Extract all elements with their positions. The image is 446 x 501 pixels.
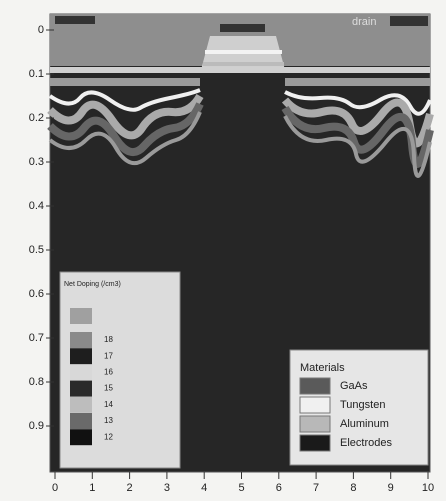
legend-swatch (70, 429, 92, 445)
legend-label: 13 (104, 416, 113, 425)
x-tick-label: 1 (89, 482, 95, 494)
legend-label: 14 (104, 400, 113, 409)
x-tick-label: 7 (313, 482, 319, 494)
legend-label: 18 (104, 335, 113, 344)
legend-label: GaAs (340, 380, 368, 392)
annotation: drain (352, 16, 376, 28)
legend-label: 15 (104, 384, 113, 393)
legend-label: Tungsten (340, 399, 385, 411)
legend-label: Aluminum (340, 418, 389, 430)
legend-swatch (70, 308, 92, 324)
chart: Net Doping (/cm3) Materials drain 0 0.1 0.… (0, 0, 446, 501)
legend-label: 17 (104, 351, 113, 360)
y-tick-label: 0.7 (29, 332, 44, 344)
legend-swatch (70, 348, 92, 364)
y-tick-label: 0.3 (29, 156, 44, 168)
y-tick-label: 0 (38, 24, 44, 36)
y-tick-label: 0.2 (29, 112, 44, 124)
x-tick-label: 0 (52, 482, 58, 494)
legend-swatch (70, 332, 92, 348)
legend-label: 12 (104, 432, 113, 441)
legend-swatch (300, 378, 330, 394)
y-tick-label: 0.5 (29, 244, 44, 256)
legend-swatch (70, 397, 92, 413)
x-tick-label: 4 (201, 482, 207, 494)
y-tick-label: 0.6 (29, 288, 44, 300)
legend-title: Materials (300, 362, 345, 374)
legend-swatch (300, 416, 330, 432)
legend-swatch (70, 364, 92, 380)
legend-title: Net Doping (/cm3) (64, 281, 121, 288)
legend-swatch (70, 381, 92, 397)
legend-swatch (300, 435, 330, 451)
x-tick-label: 10 (422, 482, 434, 494)
x-tick-label: 8 (350, 482, 356, 494)
legend-label: 16 (104, 368, 113, 377)
x-tick-label: 5 (238, 482, 244, 494)
y-tick-label: 0.9 (29, 420, 44, 432)
legend-label: Electrodes (340, 437, 392, 449)
x-tick-label: 6 (276, 482, 282, 494)
y-tick-label: 0.8 (29, 376, 44, 388)
y-tick-label: 0.4 (29, 200, 44, 212)
legend-swatch (300, 397, 330, 413)
y-tick-label: 0.1 (29, 68, 44, 80)
x-tick-label: 3 (164, 482, 170, 494)
x-tick-label: 9 (388, 482, 394, 494)
x-tick-label: 2 (127, 482, 133, 494)
legend-swatch (70, 413, 92, 429)
